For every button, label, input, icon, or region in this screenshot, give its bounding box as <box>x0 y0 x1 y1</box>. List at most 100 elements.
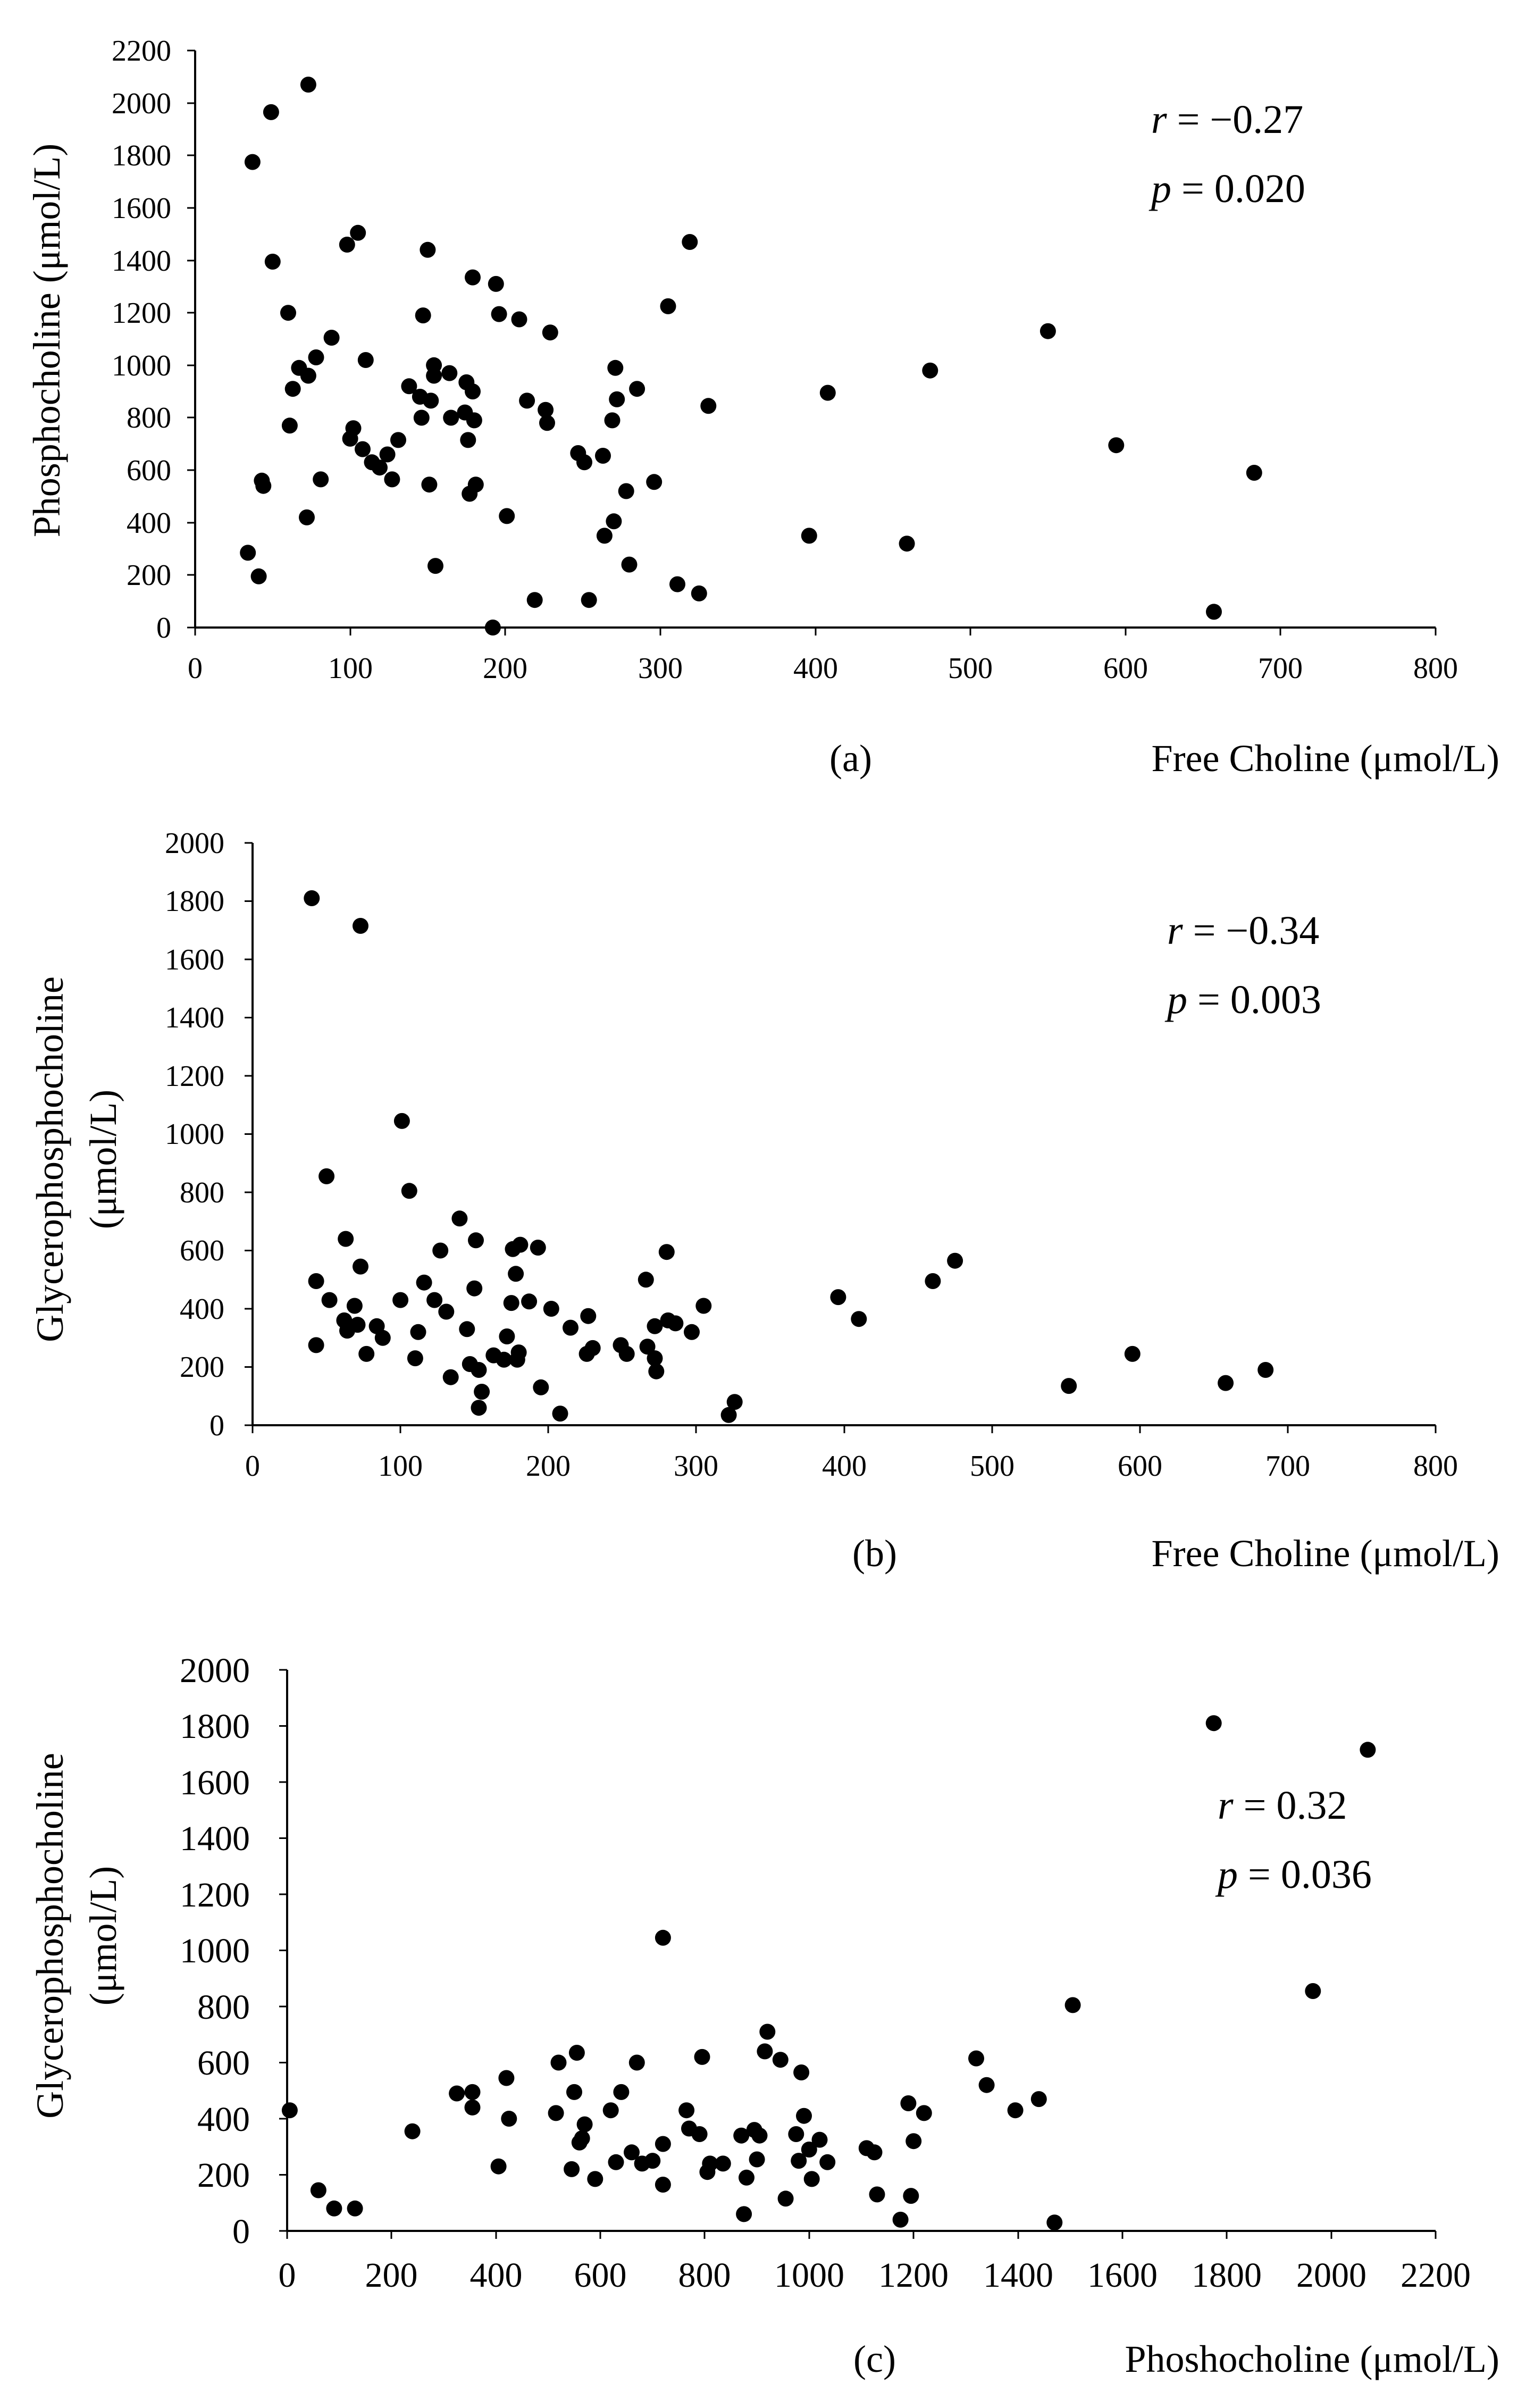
panel-c-data-point <box>347 2200 363 2217</box>
panel-a-data-point <box>426 357 442 373</box>
panel-a-data-point <box>284 381 301 397</box>
panel-a-data-point <box>413 409 430 426</box>
panel-c-y-tick-label: 800 <box>197 1988 250 2027</box>
panel-c-data-point <box>702 2155 718 2172</box>
panel-a-x-tick-label: 600 <box>1103 652 1148 685</box>
panel-a-data-point <box>491 306 507 322</box>
panel-a-y-tick-label: 400 <box>127 507 171 540</box>
panel-b-data-point <box>695 1298 712 1314</box>
panel-b-data-point <box>374 1330 391 1346</box>
panel-b-y-tick-label: 0 <box>209 1409 224 1442</box>
panel-c-x-tick-label: 400 <box>470 2256 523 2295</box>
panel-b-data-point <box>349 1317 366 1333</box>
panel-b-data-point <box>410 1324 426 1340</box>
panel-a-data-point <box>421 476 438 493</box>
panel-a-data-point <box>250 568 267 584</box>
panel-c-data-point <box>550 2054 567 2071</box>
panel-a-y-tick-label: 2000 <box>112 87 171 120</box>
panel-c-data-point <box>628 2054 645 2071</box>
panel-a-y-label: Phosphocholine (μmol/L) <box>26 144 68 538</box>
panel-a-data-point <box>263 104 279 120</box>
panel-c-y-tick-label: 1600 <box>180 1763 250 1802</box>
panel-a-data-point <box>682 234 698 250</box>
panel-a-data-point <box>345 420 362 437</box>
panel-c-data-point <box>905 2133 922 2150</box>
panel-a-x-label: Free Choline (μmol/L) <box>1152 737 1499 780</box>
panel-c-data-point <box>869 2186 885 2203</box>
panel-a-data-point <box>401 378 417 395</box>
panel-a-y-axis: 0 200 400 600 800 1000 1200 1400 1600 18… <box>112 35 196 645</box>
panel-b-x-tick-label: 600 <box>1118 1450 1162 1483</box>
panel-b-data-point <box>533 1379 549 1395</box>
panel-a-data-point <box>499 508 515 524</box>
panel-b-y-tick-label: 1400 <box>165 1001 224 1034</box>
panel-c-data-point <box>644 2153 661 2169</box>
panel-a-x-tick-label: 700 <box>1258 652 1303 685</box>
panel-c-data-point <box>1007 2102 1024 2119</box>
panel-a-y-tick-label: 200 <box>127 559 171 592</box>
panel-c-data-point <box>736 2206 752 2222</box>
panel-b-data-point <box>563 1319 578 1336</box>
panel-a-data-point <box>466 412 482 429</box>
panel-c-y-tick-label: 200 <box>197 2156 250 2195</box>
panel-a-data-point <box>922 362 938 379</box>
panel-b-data-point <box>1218 1375 1234 1391</box>
panel-b-x-axis: 0 100 200 300 400 500 600 700 800 <box>245 1424 1458 1483</box>
panel-c-data-point <box>900 2095 917 2111</box>
panel-c-data-point <box>796 2108 812 2124</box>
panel-a-data-point <box>264 254 281 270</box>
panel-a-data-point <box>519 392 535 409</box>
panel-b-y-tick-label: 200 <box>180 1351 224 1384</box>
panel-a: Phosphocholine (μmol/L) 0 200 400 600 80… <box>26 35 1499 780</box>
panel-c-data-point <box>1305 1983 1321 1999</box>
panel-b-data-point <box>647 1318 663 1334</box>
panel-b-x-label: Free Choline (μmol/L) <box>1152 1532 1499 1575</box>
panel-a-data-point <box>244 154 261 170</box>
panel-c-data-point <box>759 2024 776 2040</box>
panel-b: Glycerophosphocholine (μmol/L) 0 200 400… <box>29 827 1499 1575</box>
panel-c-data-point <box>739 2169 754 2186</box>
panel-c-x-tick-label: 800 <box>678 2256 731 2295</box>
panel-c-y-label-line1: Glycerophosphocholine <box>29 1753 71 2119</box>
panel-c-x-label: Phoshocholine (μmol/L) <box>1125 2338 1499 2380</box>
panel-a-y-tick-label: 800 <box>127 402 171 434</box>
panel-a-data-point <box>420 241 436 258</box>
panel-b-data-point <box>432 1242 449 1259</box>
panel-a-data-point <box>629 381 645 397</box>
panel-b-data-point <box>830 1289 846 1306</box>
panel-a-y-tick-label: 2200 <box>112 35 171 68</box>
panel-b-data-point <box>442 1369 459 1385</box>
panel-b-y-tick-label: 1000 <box>165 1118 224 1151</box>
panel-c-p-value: p = 0.036 <box>1215 1852 1372 1897</box>
panel-a-r-value: r = −0.27 <box>1151 97 1303 142</box>
panel-c-x-tick-label: 2200 <box>1401 2256 1471 2295</box>
panel-b-data-point <box>512 1236 529 1253</box>
panel-c-data-point <box>464 2099 481 2116</box>
panel-b-data-point <box>658 1244 675 1260</box>
panel-c-data-point <box>281 2102 298 2119</box>
panel-a-data-point <box>1039 323 1056 339</box>
panel-a-data-point <box>323 330 340 346</box>
panel-a-x-tick-label: 100 <box>328 652 373 685</box>
panel-c-data-point <box>819 2154 836 2170</box>
panel-c-data-point <box>788 2126 804 2142</box>
panel-b-data-point <box>426 1292 443 1308</box>
panel-c-x-tick-label: 1000 <box>774 2256 844 2295</box>
panel-c-data-point <box>449 2085 465 2102</box>
panel-b-data-point <box>639 1339 656 1355</box>
panel-a-data-point <box>443 409 459 426</box>
panel-b-data-point <box>496 1351 512 1368</box>
panel-a-p-value: p = 0.020 <box>1148 166 1305 211</box>
panel-b-data-point <box>1124 1345 1141 1362</box>
panel-c-data-point <box>777 2190 794 2207</box>
panel-a-data-point <box>899 536 915 552</box>
panel-b-data-point <box>358 1345 375 1362</box>
panel-b-x-tick-label: 400 <box>822 1450 867 1483</box>
panel-a-data-point <box>819 384 836 401</box>
panel-b-data-point <box>468 1232 484 1249</box>
panel-b-x-tick-label: 300 <box>674 1450 718 1483</box>
panel-a-data-point <box>308 349 324 365</box>
panel-c-data-point <box>1030 2091 1047 2108</box>
panel-a-data-point <box>604 412 621 429</box>
panel-c-points <box>281 1715 1376 2231</box>
